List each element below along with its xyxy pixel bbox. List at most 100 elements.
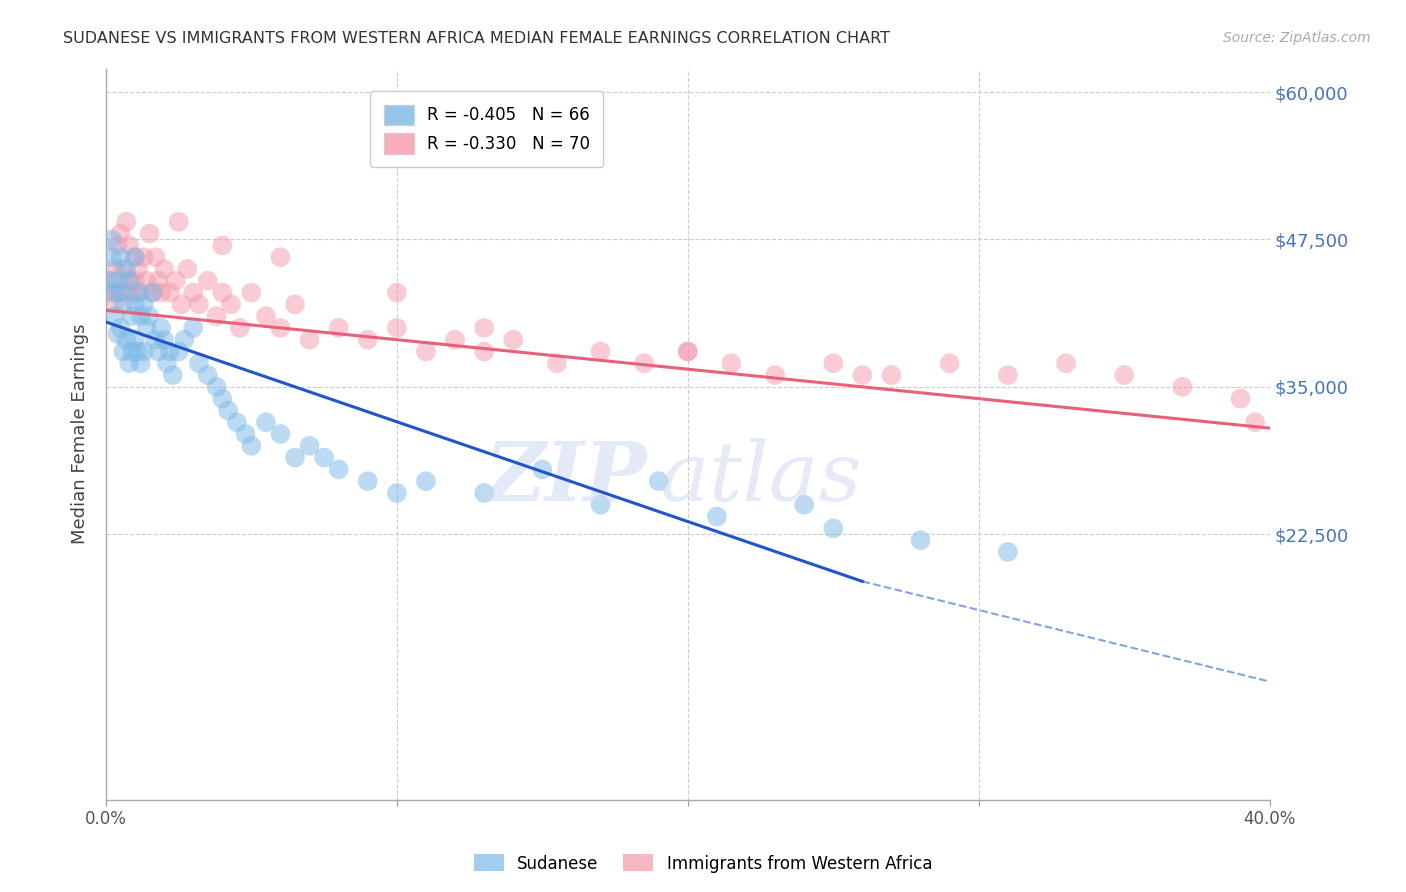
Point bbox=[357, 474, 380, 488]
Point bbox=[170, 297, 193, 311]
Point bbox=[162, 368, 184, 382]
Point bbox=[176, 262, 198, 277]
Point bbox=[211, 285, 233, 300]
Point bbox=[254, 309, 277, 323]
Point bbox=[1171, 380, 1194, 394]
Point bbox=[328, 462, 350, 476]
Y-axis label: Median Female Earnings: Median Female Earnings bbox=[72, 324, 89, 544]
Point bbox=[167, 215, 190, 229]
Point bbox=[145, 333, 167, 347]
Point bbox=[1244, 415, 1267, 429]
Point bbox=[153, 262, 176, 277]
Point bbox=[127, 262, 149, 277]
Point bbox=[197, 274, 219, 288]
Point bbox=[205, 309, 228, 323]
Point bbox=[269, 250, 291, 264]
Point bbox=[385, 285, 408, 300]
Point bbox=[502, 333, 524, 347]
Point bbox=[97, 274, 120, 288]
Point bbox=[229, 321, 252, 335]
Point bbox=[138, 309, 160, 323]
Point bbox=[150, 321, 173, 335]
Point bbox=[217, 403, 239, 417]
Point bbox=[706, 509, 728, 524]
Point bbox=[415, 474, 437, 488]
Point bbox=[159, 285, 181, 300]
Point bbox=[132, 250, 155, 264]
Point bbox=[156, 356, 179, 370]
Point bbox=[118, 356, 141, 370]
Point bbox=[589, 498, 612, 512]
Point bbox=[298, 439, 321, 453]
Point bbox=[851, 368, 873, 382]
Point bbox=[118, 274, 141, 288]
Point bbox=[997, 368, 1019, 382]
Point bbox=[328, 321, 350, 335]
Point bbox=[118, 274, 141, 288]
Legend: R = -0.405   N = 66, R = -0.330   N = 70: R = -0.405 N = 66, R = -0.330 N = 70 bbox=[370, 92, 603, 167]
Point bbox=[104, 309, 127, 323]
Point bbox=[197, 368, 219, 382]
Point bbox=[298, 333, 321, 347]
Point bbox=[118, 238, 141, 252]
Point bbox=[132, 297, 155, 311]
Point bbox=[104, 262, 127, 277]
Point bbox=[141, 285, 163, 300]
Point bbox=[240, 285, 263, 300]
Point bbox=[240, 439, 263, 453]
Point bbox=[546, 356, 568, 370]
Point bbox=[472, 486, 495, 500]
Point bbox=[938, 356, 960, 370]
Point bbox=[153, 333, 176, 347]
Point bbox=[110, 285, 132, 300]
Point bbox=[676, 344, 699, 359]
Point bbox=[129, 285, 152, 300]
Text: SUDANESE VS IMMIGRANTS FROM WESTERN AFRICA MEDIAN FEMALE EARNINGS CORRELATION CH: SUDANESE VS IMMIGRANTS FROM WESTERN AFRI… bbox=[63, 31, 890, 46]
Point bbox=[132, 344, 155, 359]
Point bbox=[211, 238, 233, 252]
Point bbox=[225, 415, 247, 429]
Point bbox=[269, 321, 291, 335]
Point bbox=[124, 297, 146, 311]
Point bbox=[165, 274, 187, 288]
Point bbox=[385, 321, 408, 335]
Point bbox=[104, 285, 127, 300]
Point bbox=[181, 285, 204, 300]
Point bbox=[110, 321, 132, 335]
Point bbox=[472, 321, 495, 335]
Point bbox=[254, 415, 277, 429]
Point bbox=[188, 297, 211, 311]
Point bbox=[823, 356, 845, 370]
Point bbox=[145, 250, 167, 264]
Point bbox=[124, 250, 146, 264]
Point bbox=[167, 344, 190, 359]
Point bbox=[648, 474, 671, 488]
Point bbox=[1114, 368, 1136, 382]
Legend: Sudanese, Immigrants from Western Africa: Sudanese, Immigrants from Western Africa bbox=[467, 847, 939, 880]
Point bbox=[107, 274, 129, 288]
Point bbox=[997, 545, 1019, 559]
Point bbox=[357, 333, 380, 347]
Point bbox=[181, 321, 204, 335]
Point bbox=[415, 344, 437, 359]
Point bbox=[141, 285, 163, 300]
Point bbox=[880, 368, 903, 382]
Point bbox=[148, 344, 170, 359]
Point bbox=[115, 333, 138, 347]
Point bbox=[188, 356, 211, 370]
Point bbox=[107, 238, 129, 252]
Point bbox=[159, 344, 181, 359]
Point bbox=[910, 533, 932, 548]
Point bbox=[150, 285, 173, 300]
Point bbox=[823, 521, 845, 535]
Point bbox=[211, 392, 233, 406]
Point bbox=[110, 250, 132, 264]
Point bbox=[121, 344, 143, 359]
Point bbox=[115, 262, 138, 277]
Point bbox=[793, 498, 815, 512]
Point bbox=[385, 486, 408, 500]
Point bbox=[284, 297, 307, 311]
Point bbox=[676, 344, 699, 359]
Point bbox=[269, 427, 291, 442]
Point bbox=[112, 344, 135, 359]
